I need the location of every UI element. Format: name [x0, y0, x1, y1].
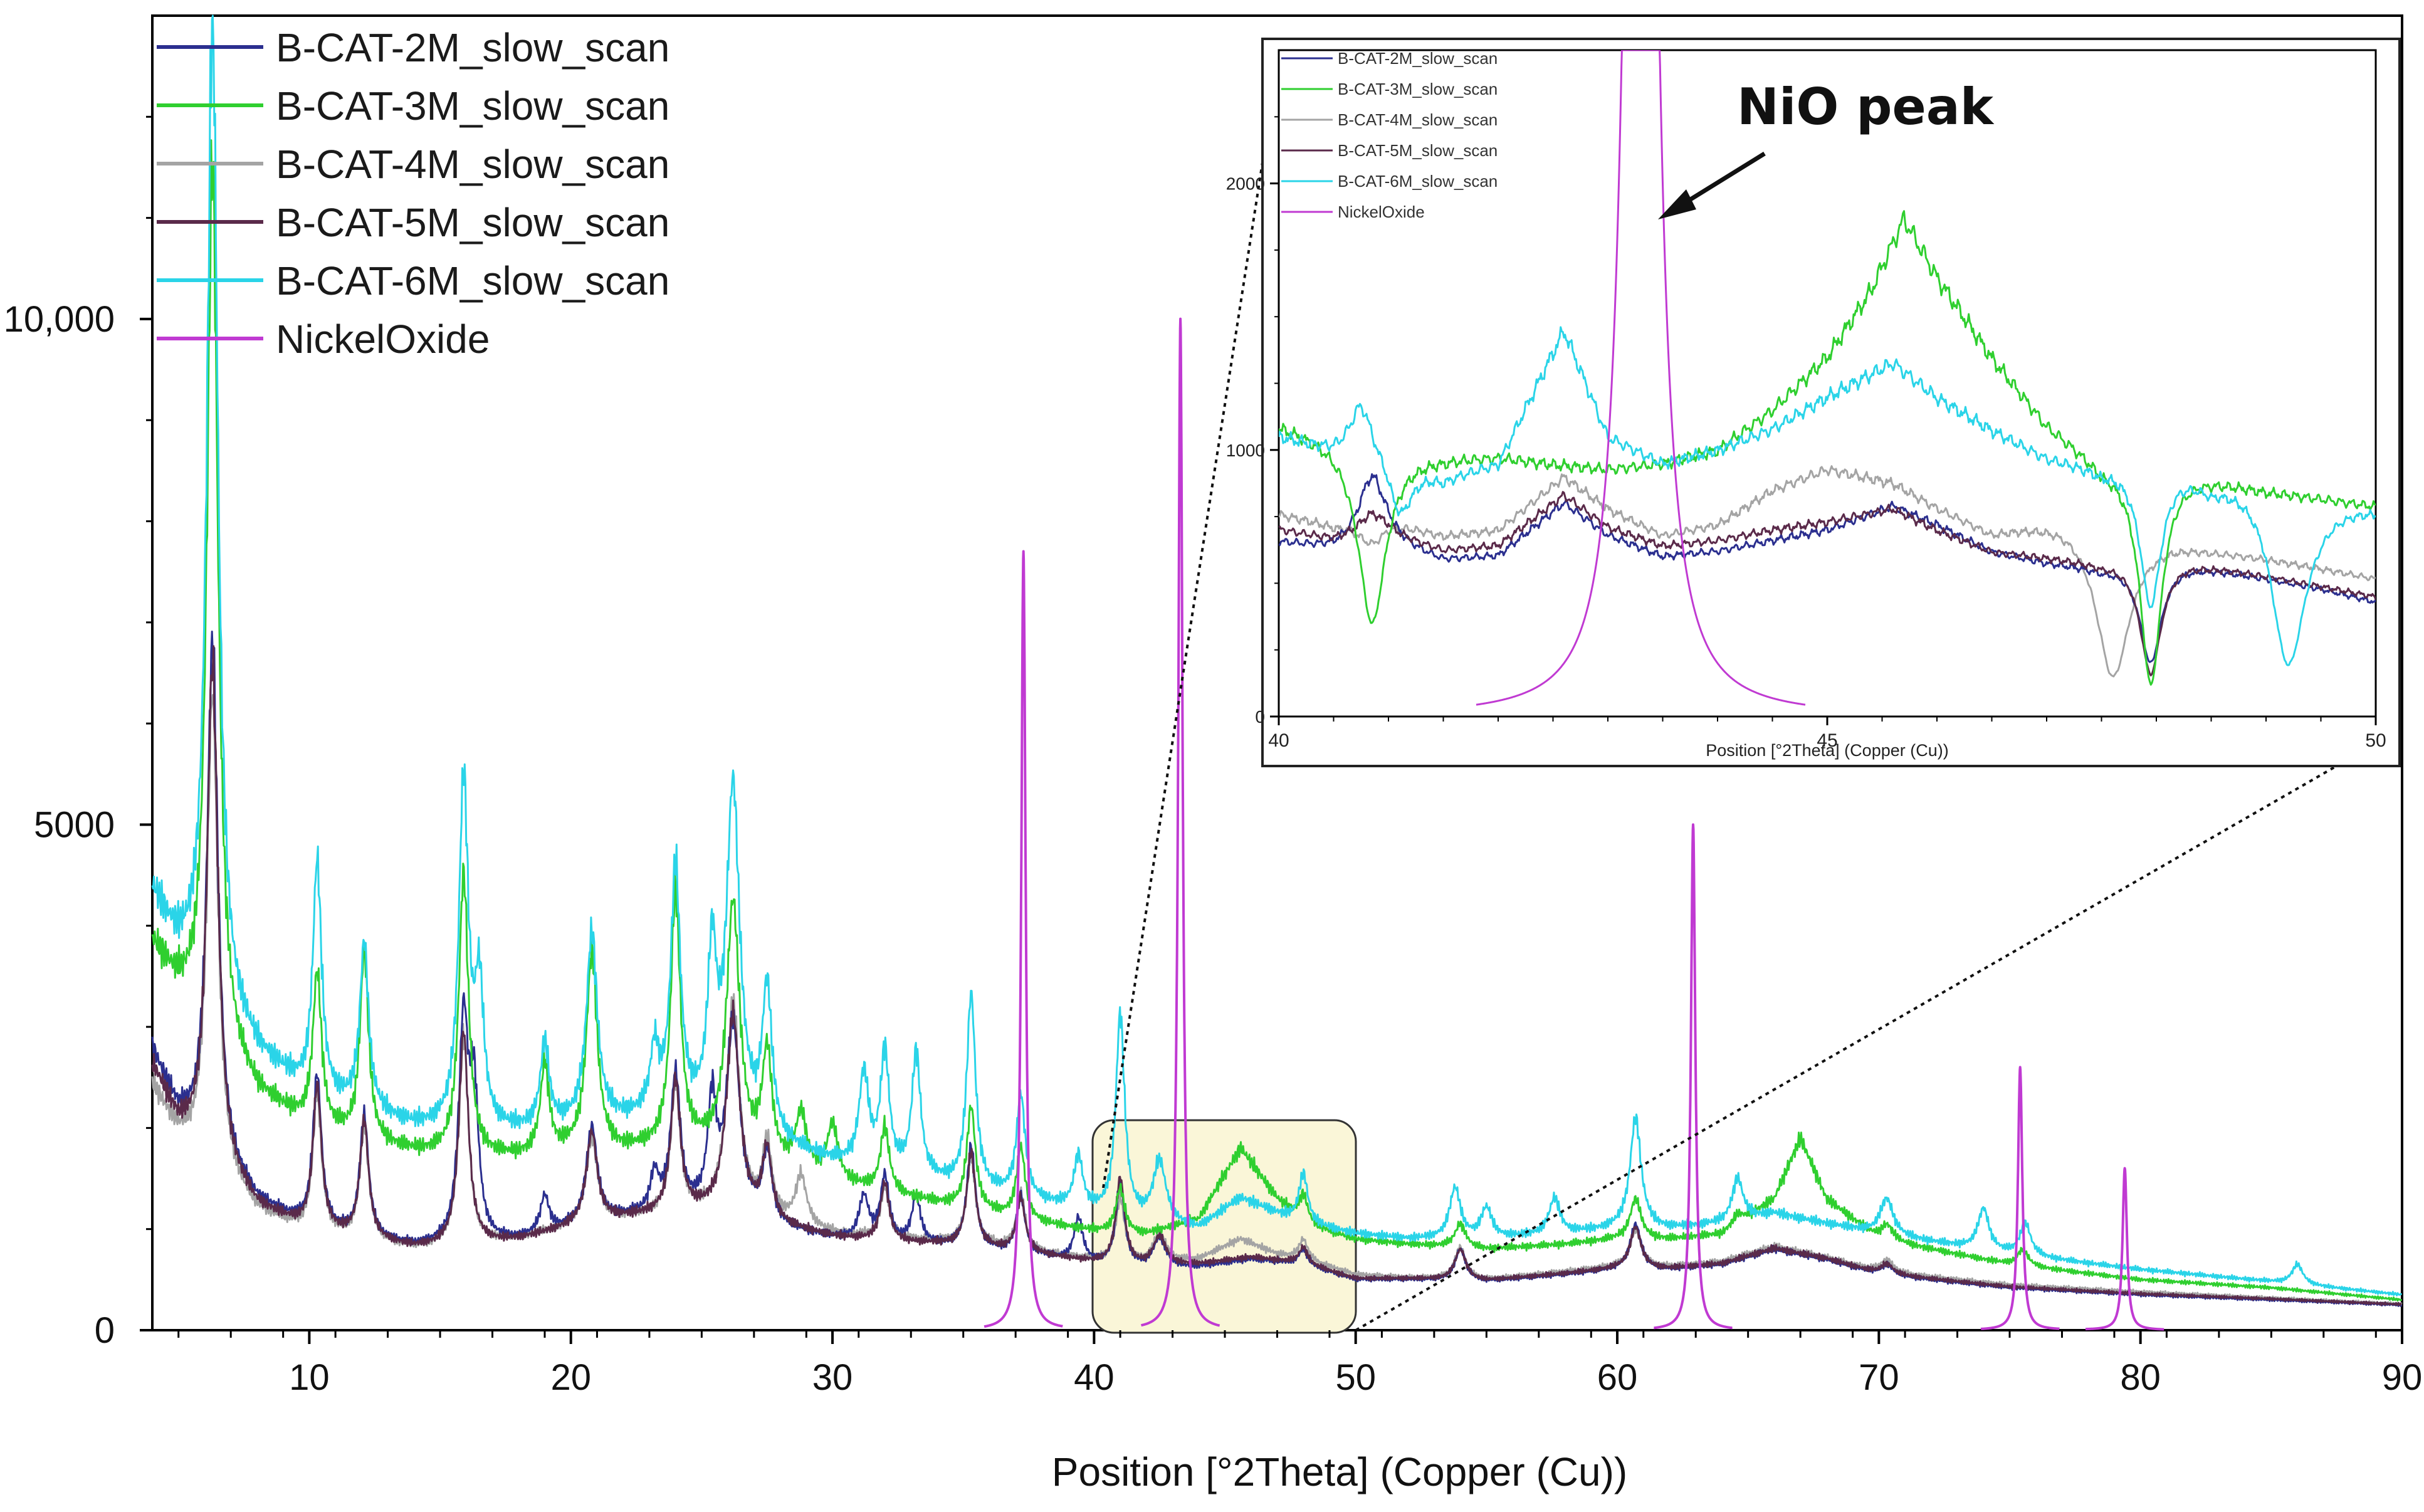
main-ticks: 10 20 30 40 50 60 70 80 90 0 5000 10,000 [4, 115, 2423, 1398]
inset-series-line-nickeloxide [1476, 50, 1806, 706]
x-tick-label: 40 [1074, 1357, 1115, 1398]
inset-legend-label-b-cat-4m-slow-scan: B-CAT-4M_slow_scan [1338, 110, 1498, 129]
legend-label-b-cat-3m-slow-scan: B-CAT-3M_slow_scan [276, 83, 669, 129]
inset-series-line-b-cat-6m-slow-scan [1279, 326, 2376, 666]
x-tick-label: 10 [289, 1357, 330, 1398]
inset-y-tick-label: 0 [1255, 707, 1265, 727]
x-tick-label: 70 [1859, 1357, 1899, 1398]
inset-series-line-b-cat-5m-slow-scan [1279, 491, 2376, 676]
legend-label-nickeloxide: NickelOxide [276, 317, 490, 362]
main-series-group [151, 14, 2403, 1331]
inset-x-tick-label: 40 [1268, 730, 1289, 751]
inset-legend: B-CAT-2M_slow_scan B-CAT-3M_slow_scan B-CA… [1281, 49, 1498, 221]
inset-series-group [1279, 50, 2376, 706]
x-tick-label: 50 [1335, 1357, 1376, 1398]
inset-x-tick-label: 50 [2365, 730, 2386, 751]
inset-y-tick-label: 2000 [1226, 174, 1265, 194]
x-tick-label: 60 [1597, 1357, 1638, 1398]
legend-label-b-cat-4m-slow-scan: B-CAT-4M_slow_scan [276, 142, 669, 187]
inset-x-tick-label: 45 [1817, 730, 1837, 751]
zoom-connector-left [1102, 41, 1283, 1189]
series-line-b-cat-3m-slow-scan [151, 139, 2403, 1302]
series-line-b-cat-6m-slow-scan [151, 14, 2403, 1297]
inset-legend-label-nickeloxide: NickelOxide [1338, 202, 1425, 221]
main-legend: B-CAT-2M_slow_scan B-CAT-3M_slow_scan B-CA… [157, 25, 669, 362]
x-tick-label: 80 [2120, 1357, 2161, 1398]
inset-x-axis-title: Position [°2Theta] (Copper (Cu)) [1706, 741, 1948, 760]
inset-ticks: 40 45 50 0 1000 2000 [1226, 116, 2386, 751]
zoom-connector-right [1355, 742, 2376, 1331]
inset-series-line-b-cat-4m-slow-scan [1279, 465, 2376, 678]
inset-series-line-b-cat-2m-slow-scan [1279, 473, 2376, 663]
inset-legend-label-b-cat-5m-slow-scan: B-CAT-5M_slow_scan [1338, 141, 1498, 160]
x-tick-label: 90 [2382, 1357, 2423, 1398]
inset-legend-label-b-cat-2m-slow-scan: B-CAT-2M_slow_scan [1338, 49, 1498, 68]
x-tick-label: 20 [550, 1357, 591, 1398]
legend-label-b-cat-2m-slow-scan: B-CAT-2M_slow_scan [276, 25, 669, 70]
x-tick-label: 30 [812, 1357, 853, 1398]
inset-y-tick-label: 1000 [1226, 441, 1265, 460]
y-tick-label: 0 [95, 1310, 115, 1351]
nio-peak-arrow-head [1658, 189, 1696, 219]
main-x-axis-title: Position [°2Theta] (Copper (Cu)) [1052, 1449, 1627, 1494]
y-tick-label: 10,000 [4, 299, 115, 340]
series-line-nickeloxide [983, 317, 2165, 1331]
y-tick-label: 5000 [34, 804, 115, 845]
legend-label-b-cat-5m-slow-scan: B-CAT-5M_slow_scan [276, 200, 669, 245]
inset-legend-label-b-cat-6m-slow-scan: B-CAT-6M_slow_scan [1338, 172, 1498, 191]
inset-plot: 40 45 50 0 1000 2000 Position [°2Theta] (Copp… [1226, 38, 2401, 767]
nio-peak-annotation: NiO peak [1737, 78, 1995, 136]
inset-legend-label-b-cat-3m-slow-scan: B-CAT-3M_slow_scan [1338, 80, 1498, 98]
inset-plot-area [1278, 49, 2377, 718]
legend-label-b-cat-6m-slow-scan: B-CAT-6M_slow_scan [276, 258, 669, 303]
